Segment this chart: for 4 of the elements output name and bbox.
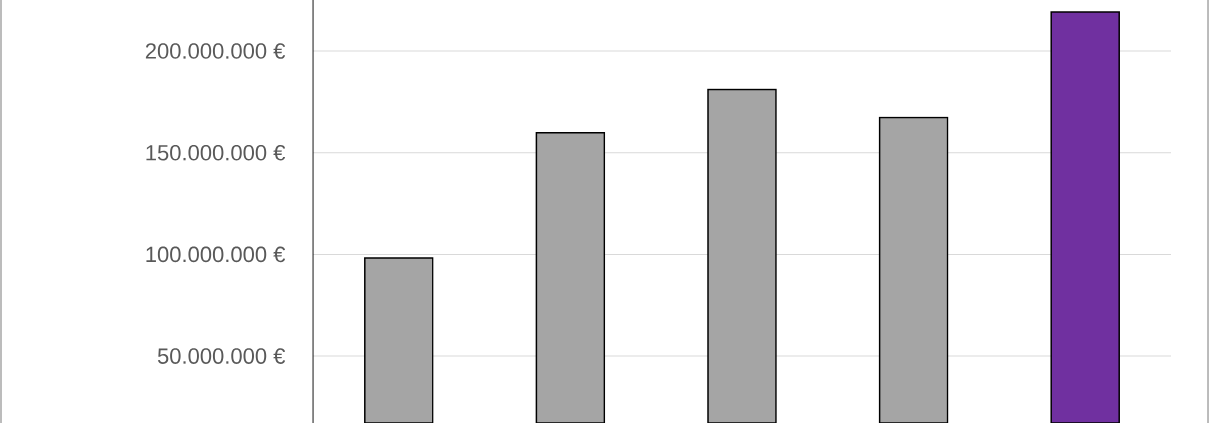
y-tick-label: 150.000.000 € xyxy=(146,144,286,161)
y-tick-label: 200.000.000 € xyxy=(145,43,286,59)
y-tick-label: 50.000.000 € xyxy=(157,348,286,364)
y-tick-label: 100.000.000 € xyxy=(146,246,286,263)
